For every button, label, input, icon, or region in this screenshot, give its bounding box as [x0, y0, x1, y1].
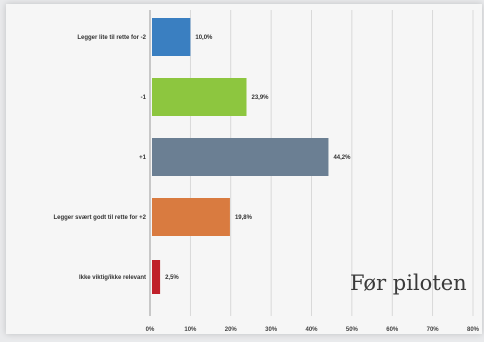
- bar: [152, 18, 191, 56]
- category-label: Legger svært godt til rette for +2: [53, 215, 146, 221]
- bar: [152, 78, 247, 116]
- x-tick-label: 40%: [305, 327, 318, 333]
- category-label: Legger lite til rette for -2: [77, 35, 146, 41]
- value-label: 10,0%: [195, 35, 213, 41]
- chart-annotation: Før piloten: [350, 271, 467, 295]
- bar: [152, 260, 161, 294]
- chart-slide: 0% 10% 20% 30% 40% 50% 60% 70% 80% Legger lite ti…: [6, 4, 482, 334]
- x-tick-label: 10%: [184, 327, 197, 333]
- x-tick-label: 70%: [427, 327, 440, 333]
- x-tick-label: 30%: [265, 327, 278, 333]
- x-tick-label: 80%: [467, 327, 480, 333]
- value-label: 23,9%: [251, 95, 269, 101]
- category-label: +1: [139, 155, 147, 161]
- category-label: Ikke viktig/ikke relevant: [79, 275, 146, 281]
- x-tick-label: 0%: [146, 327, 155, 333]
- x-tick-label: 20%: [225, 327, 238, 333]
- value-label: 2,5%: [165, 275, 179, 281]
- bar: [152, 198, 230, 236]
- bar-chart: 0% 10% 20% 30% 40% 50% 60% 70% 80% Legger lite ti…: [53, 10, 480, 333]
- category-label: -1: [141, 95, 147, 101]
- x-tick-label: 50%: [346, 327, 359, 333]
- value-label: 19,8%: [235, 215, 253, 221]
- value-label: 44,2%: [333, 155, 351, 161]
- bar: [152, 138, 329, 176]
- x-tick-label: 60%: [386, 327, 399, 333]
